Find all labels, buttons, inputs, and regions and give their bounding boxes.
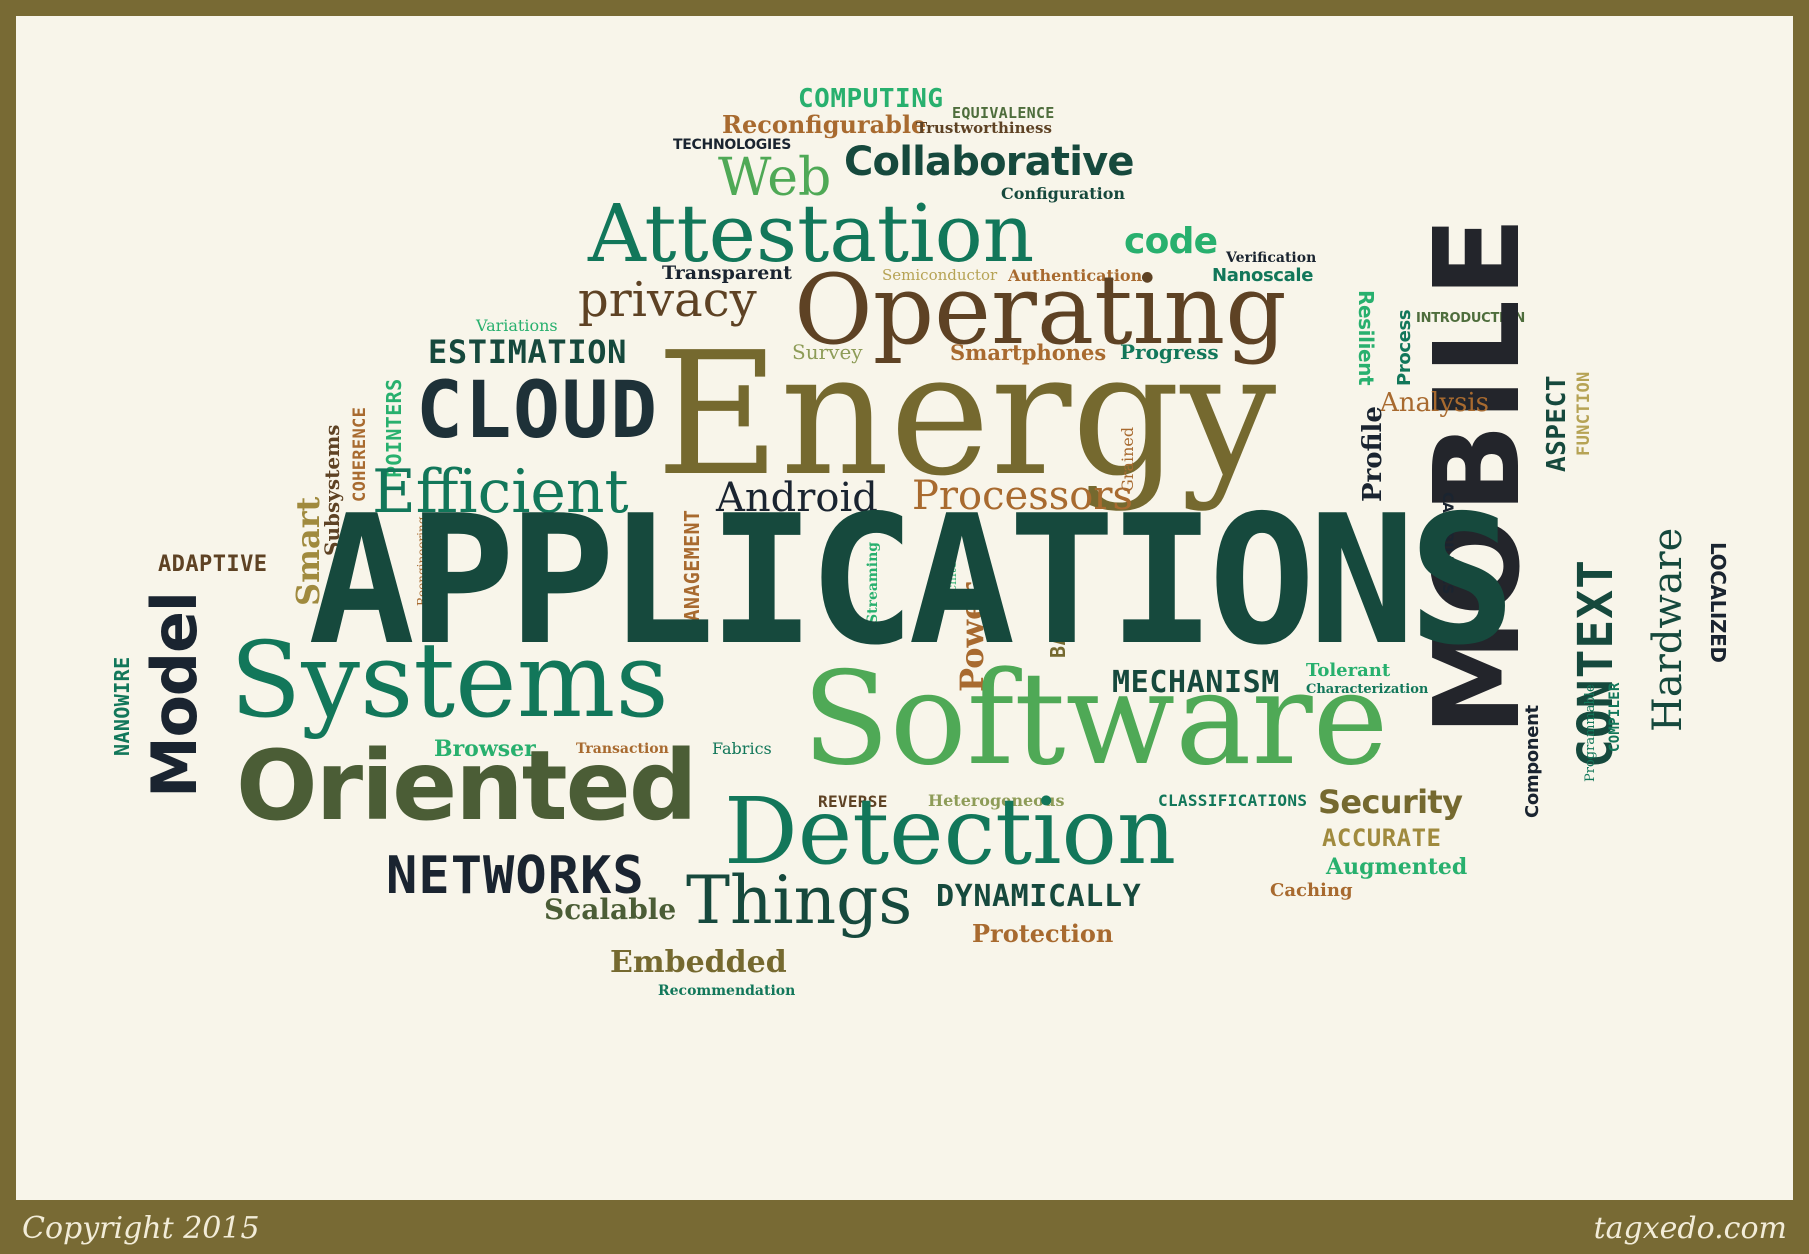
word-web: Web <box>718 148 832 208</box>
word-trustworthiness: Trustworthiness <box>916 119 1052 137</box>
word-fabrics: Fabrics <box>712 739 772 758</box>
word-progress: Progress <box>1120 340 1219 364</box>
word-attestation: Attestation <box>588 187 1035 280</box>
word-compiler: COMPILER <box>1607 682 1623 752</box>
word-applications: APPLICATIONS <box>308 477 1516 684</box>
word-nanowire: NANOWIRE <box>110 656 134 756</box>
word-technologies: TECHNOLOGIES <box>673 137 792 153</box>
word-heterogeneous: Heterogeneous <box>928 791 1065 810</box>
word-function: FUNCTION <box>1574 371 1594 456</box>
word-semiconductor: Semiconductor <box>882 266 998 284</box>
word-recommendation: Recommendation <box>658 983 796 999</box>
word-smartphones: Smartphones <box>950 340 1107 365</box>
word-scalable: Scalable <box>544 893 677 926</box>
word-cloud: CLOUD <box>416 366 659 456</box>
word-energy: Energy <box>656 316 1277 514</box>
word-analysis: Analysis <box>1380 388 1490 418</box>
word-localized: LOCALIZED <box>1706 542 1730 663</box>
word-android: Android <box>716 475 878 521</box>
word-estimation: ESTIMATION <box>428 333 628 371</box>
copyright-text: Copyright 2015 <box>22 1211 260 1246</box>
word-software: Software <box>802 645 1389 794</box>
word-introduction: INTRODUCTION <box>1416 311 1526 326</box>
word-characterization: Characterization <box>1306 682 1429 697</box>
word-configuration: Configuration <box>1001 184 1126 203</box>
word-code: code <box>1124 221 1218 262</box>
word-tolerant: Tolerant <box>1306 660 1391 681</box>
word-privacy: privacy <box>578 272 757 328</box>
word-processors: Processors <box>912 473 1133 519</box>
word-systems: Systems <box>230 619 669 741</box>
word-adaptive: ADAPTIVE <box>158 552 268 577</box>
word-transparent: Transparent <box>662 262 792 284</box>
word-augmented: Augmented <box>1326 854 1468 880</box>
word-aspect: ASPECT <box>1542 374 1572 472</box>
word-reverse: REVERSE <box>818 792 888 811</box>
word-accurate: ACCURATE <box>1322 824 1442 852</box>
word-equivalence: EQUIVALENCE <box>952 104 1055 122</box>
word-protection: Protection <box>972 919 1114 948</box>
word-model: Model <box>138 592 211 798</box>
word-survey: Survey <box>792 340 863 364</box>
word-networks: NETWORKS <box>386 846 645 906</box>
word-detection: Detection <box>724 778 1177 885</box>
word-efficient: Efficient <box>372 457 629 527</box>
word-operating: Operating <box>794 254 1287 366</box>
word-classifications: CLASSIFICATIONS <box>1158 791 1308 810</box>
word-collaborative: Collaborative <box>844 139 1135 185</box>
site-watermark: tagxedo.com <box>1593 1211 1787 1246</box>
word-authentication: Authentication <box>1008 266 1143 285</box>
word-nanoscale: Nanoscale <box>1212 265 1314 286</box>
word-reconfigurable: Reconfigurable <box>722 110 927 139</box>
word-mechanism: MECHANISM <box>1112 665 1280 700</box>
word-component: Component <box>1522 705 1543 818</box>
word-variations: Variations <box>476 316 558 335</box>
word-oriented: Oriented <box>236 730 698 842</box>
word-embedded: Embedded <box>610 945 787 980</box>
word-caching: Caching <box>1270 880 1353 901</box>
word-cloud-canvas: COMPUTING EQUIVALENCE Reconfigurable Tru… <box>16 16 1793 1200</box>
word-hardware: Hardware <box>1645 527 1691 732</box>
word-dynamically: DYNAMICALLY <box>936 879 1142 914</box>
word-computing: COMPUTING <box>798 84 944 114</box>
word-transaction: Transaction <box>576 741 669 757</box>
word-resilient: Resilient <box>1354 290 1378 386</box>
word-browser: Browser <box>434 736 536 762</box>
word-programmable: Programmable <box>1583 684 1598 782</box>
word-verification: Verification <box>1226 250 1317 266</box>
word-things: Things <box>686 862 913 939</box>
word-security: Security <box>1318 783 1463 821</box>
